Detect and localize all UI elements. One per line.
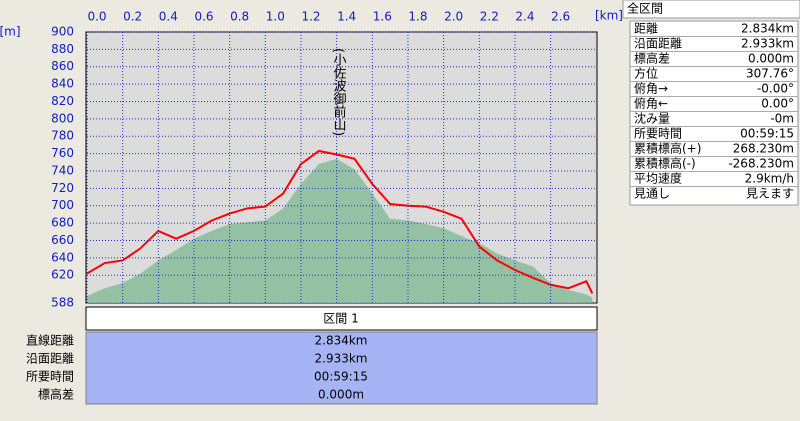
- y-tick-label: 660: [51, 233, 74, 247]
- x-tick-label: 2.6: [551, 10, 570, 24]
- x-tick-label: 0.2: [123, 10, 142, 24]
- section-label: 沿面距離: [26, 352, 74, 366]
- summary-label: 所要時間: [634, 127, 682, 141]
- summary-label: 見通し: [634, 187, 670, 201]
- section-label: 直線距離: [26, 333, 74, 348]
- section-value: 2.834km: [315, 334, 368, 348]
- section-value: 0.000m: [318, 388, 364, 402]
- x-tick-label: 0.4: [159, 10, 178, 24]
- summary-label: 沿面距離: [634, 37, 682, 51]
- summary-value: 2.933km: [741, 37, 794, 51]
- y-tick-label: 840: [51, 77, 74, 91]
- summary-value: 0.000m: [748, 52, 794, 66]
- y-tick-label: 780: [51, 129, 74, 143]
- summary-label: 沈み量: [634, 111, 670, 126]
- x-tick-label: 0.0: [87, 10, 106, 24]
- x-tick-label: 2.0: [444, 10, 463, 24]
- y-tick-label: 760: [51, 146, 74, 160]
- section-header: [85, 306, 598, 331]
- y-tick-label: 720: [51, 181, 74, 195]
- x-unit: [km]: [595, 9, 623, 23]
- y-tick-label: 740: [51, 163, 74, 177]
- summary-label: 標高差: [634, 51, 670, 66]
- section-value: 00:59:15: [314, 370, 368, 384]
- summary-label: 平均速度: [634, 171, 682, 186]
- y-tick-label: 900: [51, 25, 74, 39]
- y-tick-label: 800: [51, 111, 74, 125]
- summary-value: -0m: [770, 112, 794, 126]
- summary-value: 307.76°: [746, 67, 794, 81]
- x-tick-label: 0.6: [194, 10, 213, 24]
- x-tick-label: 1.6: [373, 10, 392, 24]
- summary-label: 累積標高(-): [634, 156, 696, 171]
- x-tick-label: 1.4: [337, 10, 356, 24]
- section-label: 所要時間: [26, 370, 74, 384]
- x-tick-label: 1.0: [266, 10, 285, 24]
- summary-header: [622, 0, 800, 19]
- x-tick-label: 1.2: [301, 10, 320, 24]
- x-tick-label: 1.8: [408, 10, 427, 24]
- plot: [86, 149, 594, 303]
- x-tick-label: 0.8: [230, 10, 249, 24]
- summary-value: 0.00°: [761, 97, 794, 111]
- y-tick-label: 820: [51, 94, 74, 108]
- summary-value: 00:59:15: [740, 127, 794, 141]
- y-tick-label: 880: [51, 42, 74, 56]
- y-tick-label: 640: [51, 250, 74, 264]
- section-body: [85, 331, 598, 405]
- y-tick-label: 700: [51, 198, 74, 212]
- summary-label: 距離: [634, 22, 658, 36]
- x-tick-label: 2.4: [515, 10, 534, 24]
- section-value: 2.933km: [315, 352, 368, 366]
- section-label: 標高差: [38, 387, 74, 402]
- summary-label: 俯角←: [634, 96, 668, 111]
- y-tick-label: 860: [51, 59, 74, 73]
- summary-value: 2.9km/h: [745, 172, 794, 186]
- terrain-area: [87, 158, 593, 303]
- x-tick-label: 2.2: [480, 10, 499, 24]
- summary-label: 累積標高(+): [634, 141, 701, 156]
- summary-value: 見えます: [746, 187, 794, 201]
- y-tick-label: 588: [51, 296, 74, 310]
- y-tick-label: 680: [51, 216, 74, 230]
- y-tick-label: 620: [51, 268, 74, 282]
- summary-title: 全区間: [627, 1, 663, 16]
- section-title: 区間 1: [323, 312, 358, 326]
- summary-value: 2.834km: [741, 22, 794, 36]
- summary-value: -0.00°: [757, 82, 794, 96]
- peak-annotation: (小佐波御前山): [331, 48, 347, 136]
- summary-value: -268.230m: [728, 157, 794, 171]
- y-unit: [m]: [0, 25, 21, 39]
- summary-label: 方位: [634, 66, 658, 81]
- track-line: [86, 149, 594, 294]
- summary-value: 268.230m: [733, 142, 794, 156]
- summary-label: 俯角→: [634, 81, 668, 96]
